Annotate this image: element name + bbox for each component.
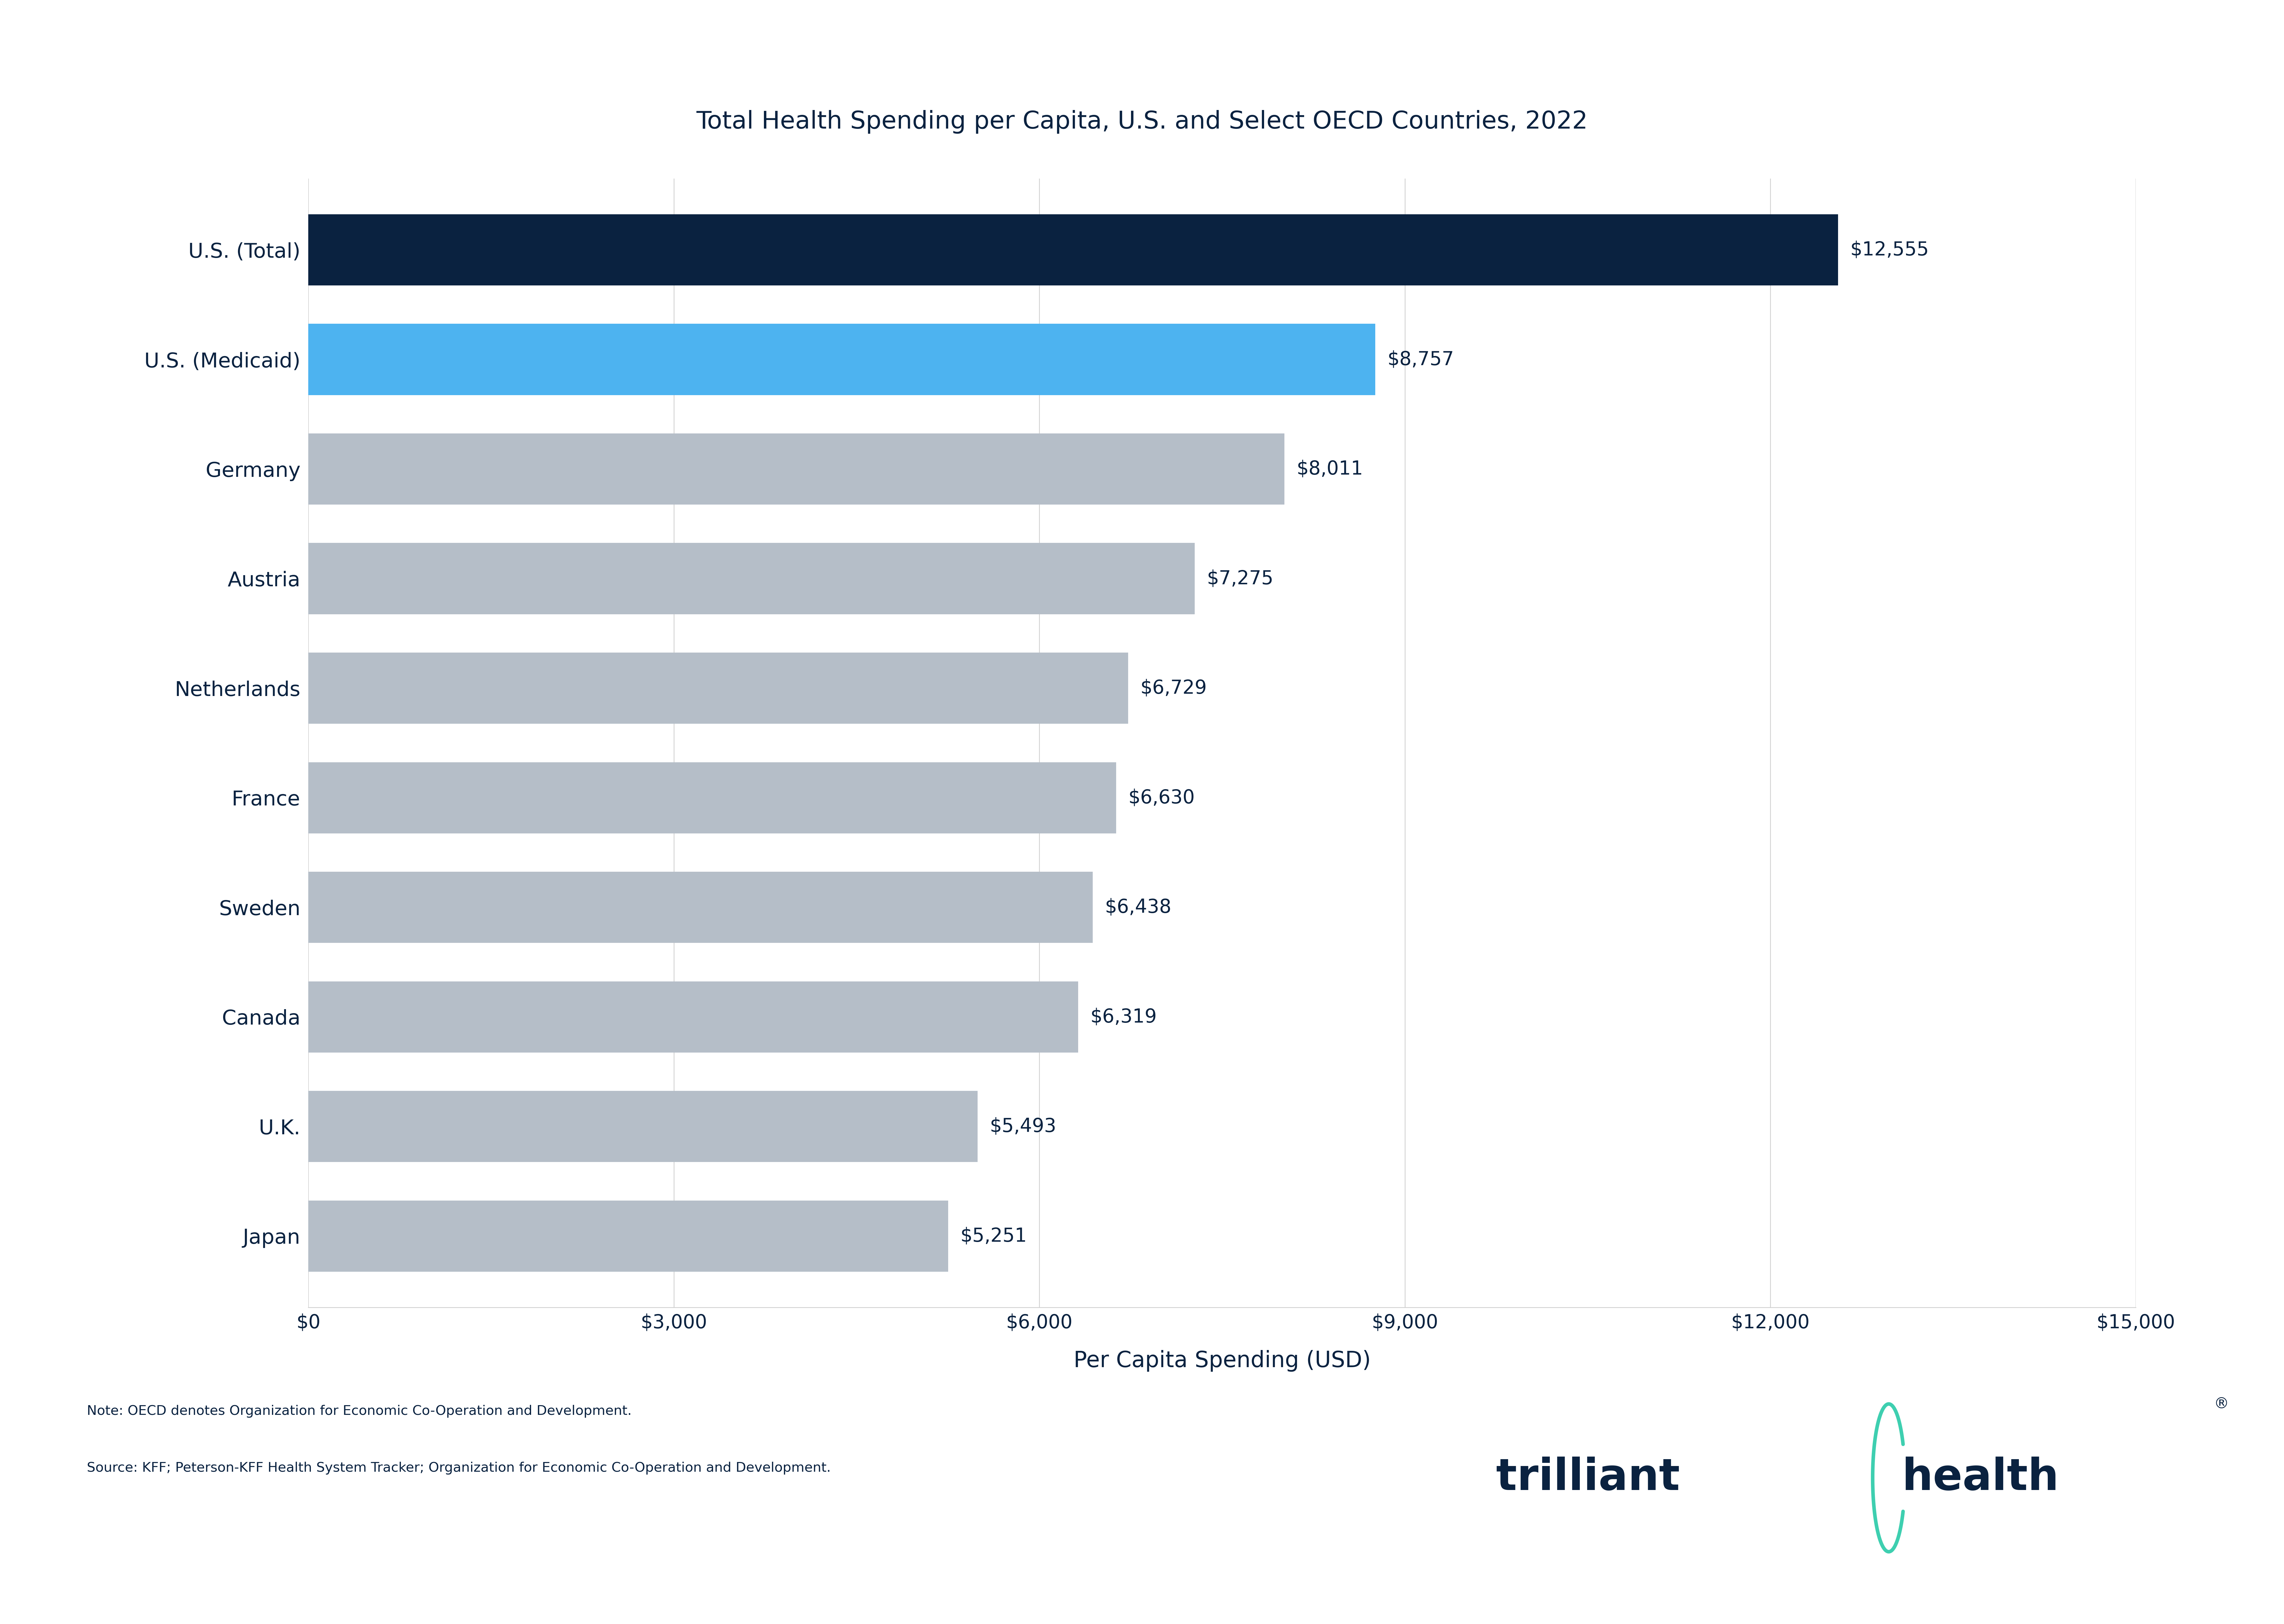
Bar (308, 323, 1375, 395)
Text: $8,011: $8,011 (1297, 460, 1364, 479)
Text: ®: ® (2213, 1397, 2229, 1411)
Text: health: health (1903, 1457, 2058, 1499)
Text: $12,555: $12,555 (1850, 240, 1928, 260)
Bar (308, 1091, 978, 1163)
Text: $5,493: $5,493 (989, 1117, 1055, 1135)
Text: $6,630: $6,630 (1128, 788, 1195, 807)
Text: trilliant: trilliant (1496, 1457, 1679, 1499)
Bar (308, 542, 1195, 614)
Bar (308, 981, 1078, 1052)
Bar (308, 214, 1839, 286)
Text: $6,729: $6,729 (1140, 679, 1206, 698)
Text: Note: OECD denotes Organization for Economic Co-Operation and Development.: Note: OECD denotes Organization for Econ… (87, 1405, 633, 1418)
Text: Total Health Spending per Capita, U.S. and Select OECD Countries, 2022: Total Health Spending per Capita, U.S. a… (697, 110, 1587, 133)
Text: Source: KFF; Peterson-KFF Health System Tracker; Organization for Economic Co-Op: Source: KFF; Peterson-KFF Health System … (87, 1462, 831, 1475)
X-axis label: Per Capita Spending (USD): Per Capita Spending (USD) (1073, 1350, 1370, 1372)
Bar (308, 653, 1128, 724)
Text: $5,251: $5,251 (959, 1226, 1028, 1246)
Text: $8,757: $8,757 (1386, 351, 1455, 369)
Text: $7,275: $7,275 (1206, 568, 1274, 588)
Bar (308, 762, 1117, 833)
Bar (308, 434, 1284, 505)
Text: $6,319: $6,319 (1089, 1007, 1156, 1026)
Text: $6,438: $6,438 (1105, 898, 1172, 918)
Bar (308, 1200, 948, 1272)
Bar (308, 872, 1092, 944)
